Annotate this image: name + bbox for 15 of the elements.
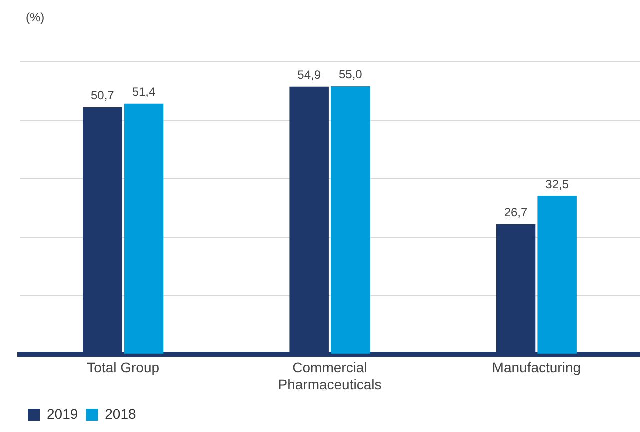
x-tick-label: Total Group bbox=[87, 360, 160, 376]
y-axis-title: (%) bbox=[26, 10, 45, 24]
bar bbox=[538, 196, 577, 354]
x-tick-label: Manufacturing bbox=[492, 360, 582, 376]
legend-label: 2019 bbox=[47, 406, 78, 422]
data-label: 26,7 bbox=[504, 206, 528, 220]
data-label: 51,4 bbox=[132, 85, 156, 100]
data-label: 54,9 bbox=[298, 68, 322, 82]
data-label: 50,7 bbox=[90, 88, 115, 103]
data-label: 55,0 bbox=[338, 68, 363, 82]
bar bbox=[331, 86, 370, 354]
legend-label: 2018 bbox=[105, 406, 137, 422]
data-label: 32,5 bbox=[546, 177, 570, 192]
bar bbox=[124, 104, 164, 354]
x-tick-label: Commercial Pharmaceuticals bbox=[278, 360, 382, 392]
